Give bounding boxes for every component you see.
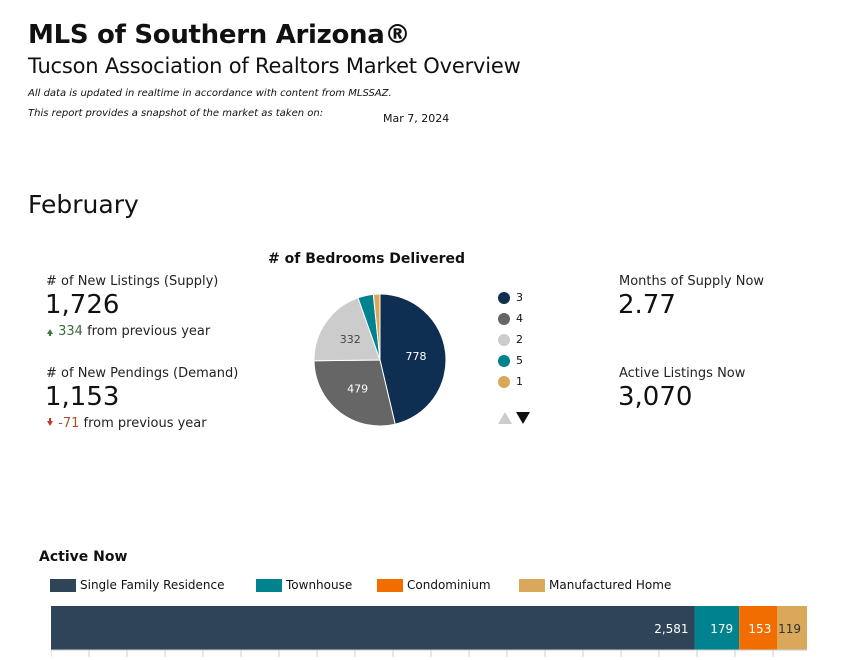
report-date: Mar 7, 2024 — [383, 112, 450, 125]
active-listings-label: Active Listings Now — [619, 366, 746, 381]
pie-slices — [313, 293, 447, 427]
arrow-down-icon — [47, 421, 53, 426]
arrow-up-stem — [49, 332, 51, 336]
months-supply-label: Months of Supply Now — [619, 274, 765, 289]
months-supply-value: 2.77 — [618, 290, 676, 320]
legend-label: 5 — [516, 354, 523, 367]
legend-swatch-icon — [256, 579, 282, 592]
new-listings-change: 334 from previous year — [47, 324, 210, 339]
bar-label-manufactured-home: 119 — [778, 622, 801, 636]
legend-next-icon[interactable] — [516, 412, 530, 424]
legend-dot-icon — [498, 334, 510, 346]
pie-label-2-bed: 332 — [340, 333, 361, 346]
active-now-title: Active Now — [39, 549, 128, 565]
bar-segments — [51, 606, 807, 650]
pie-slice-1-bed — [372, 293, 381, 361]
bedrooms-pie-chart: 778 479 332 — [313, 293, 447, 427]
legend-label: 4 — [516, 312, 523, 325]
legend-dot-icon — [498, 292, 510, 304]
pie-label-4-bed: 479 — [347, 383, 368, 396]
snapshot-note: This report provides a snapshot of the m… — [28, 108, 324, 119]
pie-slice-3-bed — [379, 293, 447, 425]
active-listings-value: 3,070 — [618, 382, 693, 412]
pie-label-3-bed: 778 — [406, 350, 427, 363]
legend-label: Manufactured Home — [549, 578, 672, 592]
arrow-up-icon — [47, 329, 53, 334]
legend-label: Condominium — [407, 578, 491, 592]
legend-swatch-icon — [50, 579, 76, 592]
realtime-note: All data is updated in realtime in accor… — [28, 88, 392, 99]
bar-labels: 2,581 179 153 119 — [654, 622, 801, 636]
bar-segment-single-family — [51, 606, 695, 650]
period-month: February — [28, 190, 139, 219]
bar-segment-condominium — [739, 606, 778, 650]
arrow-down-stem — [49, 418, 51, 422]
new-pendings-change-suffix: from previous year — [83, 416, 207, 431]
legend-prev-icon[interactable] — [498, 412, 512, 424]
bar-label-townhouse: 179 — [710, 622, 733, 636]
new-pendings-label: # of New Pendings (Demand) — [46, 366, 239, 381]
legend-label: 1 — [516, 375, 523, 388]
bar-label-single-family: 2,581 — [654, 622, 688, 636]
bar-segment-townhouse — [694, 606, 740, 650]
new-pendings-value: 1,153 — [45, 382, 120, 412]
legend-dot-icon — [498, 355, 510, 367]
bar-axis-ticks — [51, 649, 807, 657]
bar-segment-manufactured-home — [777, 606, 807, 650]
active-now-stacked-bar: 2,581 179 153 119 — [51, 606, 807, 657]
new-listings-value: 1,726 — [45, 290, 120, 320]
legend-swatch-icon — [519, 579, 545, 592]
new-pendings-change: -71 from previous year — [47, 416, 207, 431]
legend-label: Townhouse — [286, 578, 353, 592]
report-title: MLS of Southern Arizona® — [28, 20, 411, 50]
pie-slice-4-bed — [313, 359, 396, 427]
legend-label: Single Family Residence — [80, 578, 225, 592]
new-listings-change-value: 334 — [58, 324, 83, 339]
pie-labels: 778 479 332 — [340, 333, 427, 395]
legend-dot-icon — [498, 376, 510, 388]
legend-label: 2 — [516, 333, 523, 346]
new-listings-change-suffix: from previous year — [87, 324, 211, 339]
pie-chart-title: # of Bedrooms Delivered — [268, 251, 466, 267]
bar-label-condominium: 153 — [748, 622, 771, 636]
legend-dot-icon — [498, 313, 510, 325]
legend-label: 3 — [516, 291, 523, 304]
new-listings-label: # of New Listings (Supply) — [46, 274, 219, 289]
legend-swatch-icon — [377, 579, 403, 592]
report-subtitle: Tucson Association of Realtors Market Ov… — [28, 54, 521, 78]
new-pendings-change-value: -71 — [58, 416, 80, 431]
